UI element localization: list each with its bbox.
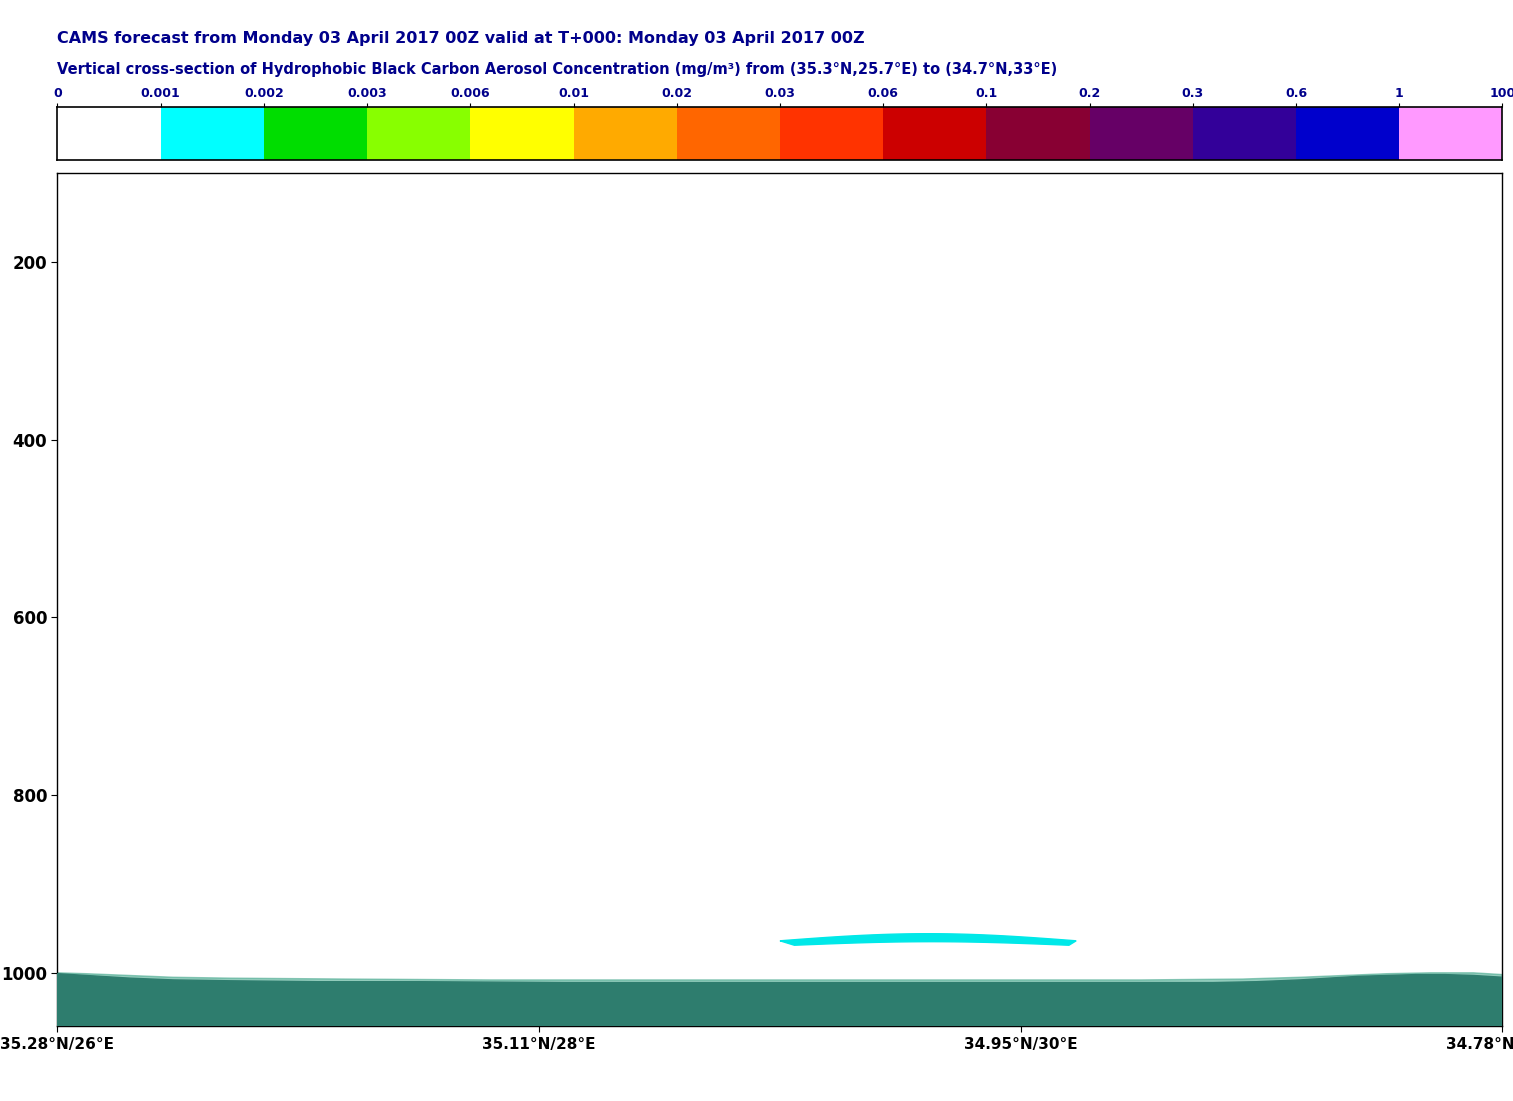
- Polygon shape: [57, 973, 1502, 1026]
- Text: CAMS forecast from Monday 03 April 2017 00Z valid at T+000: Monday 03 April 2017: CAMS forecast from Monday 03 April 2017 …: [57, 31, 865, 46]
- Bar: [263, 107, 368, 160]
- Text: Vertical cross-section of Hydrophobic Black Carbon Aerosol Concentration (mg/m³): Vertical cross-section of Hydrophobic Bl…: [57, 62, 1058, 77]
- Bar: [884, 107, 986, 160]
- Bar: [573, 107, 676, 160]
- Bar: [1089, 107, 1192, 160]
- Bar: [160, 107, 263, 160]
- Bar: [1400, 107, 1502, 160]
- Bar: [781, 107, 884, 160]
- Bar: [986, 107, 1089, 160]
- Bar: [368, 107, 471, 160]
- Bar: [57, 107, 160, 160]
- Bar: [1297, 107, 1400, 160]
- Polygon shape: [781, 934, 1076, 946]
- Bar: [471, 107, 573, 160]
- Bar: [676, 107, 781, 160]
- Bar: [1192, 107, 1297, 160]
- Polygon shape: [57, 973, 1502, 1026]
